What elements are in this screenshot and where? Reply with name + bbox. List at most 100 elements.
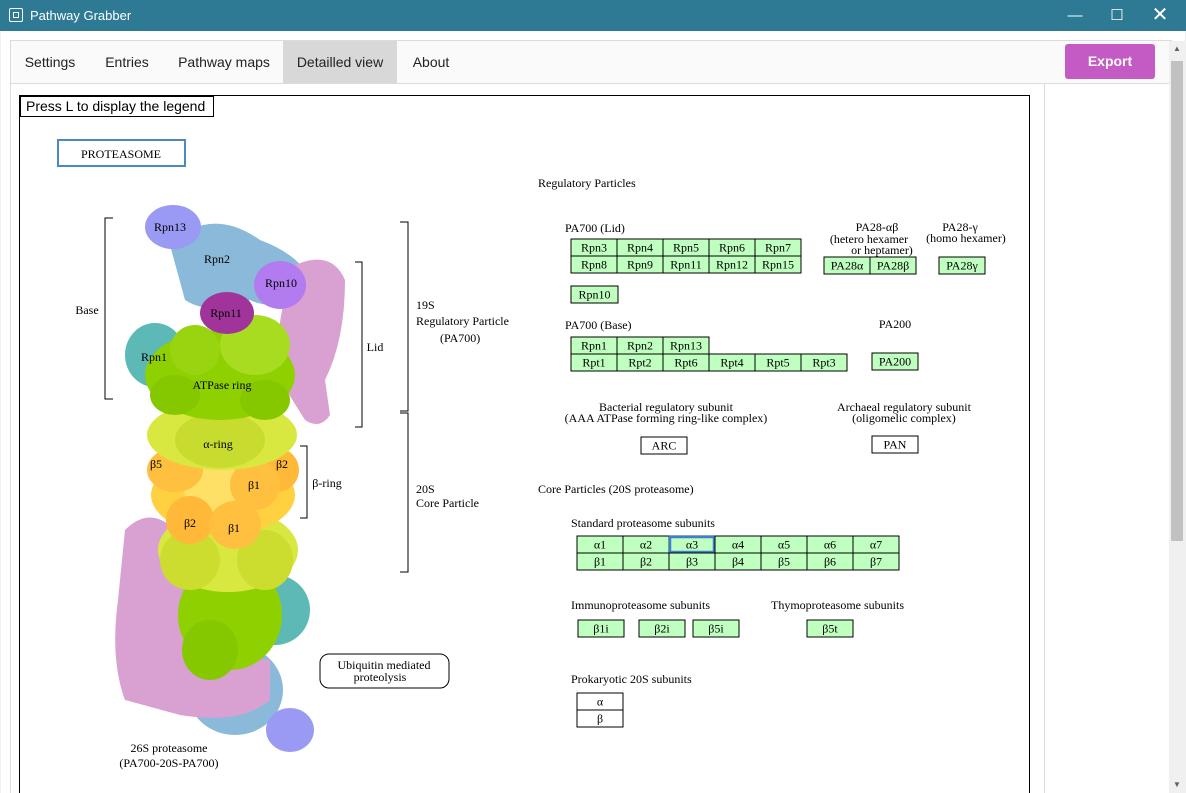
beta2-lower-label: β2 — [184, 516, 196, 530]
figure-brackets — [104, 217, 409, 573]
bacterial-subunit-subtitle: (AAA ATPase forming ring-like complex) — [565, 411, 768, 425]
gene-label: Rpn5 — [673, 241, 699, 255]
gene-label: PA200 — [879, 355, 911, 369]
title-bar: Pathway Grabber — ☐ ✕ — [0, 0, 1186, 31]
gene-box[interactable] — [576, 709, 624, 728]
pa28ab-subtitle-2: or heptamer) — [851, 243, 913, 257]
gene-box[interactable] — [852, 552, 900, 571]
pathway-title: PROTEASOME — [81, 147, 161, 161]
gene-boxes[interactable]: Rpn3 Rpn4 Rpn5 Rpn6 Rpn7 Rpn8 Rpn9 Rpn11 Rpn12 Rp… — [570, 238, 986, 728]
gene-label: β6 — [824, 555, 836, 569]
gene-label: PAN — [884, 438, 907, 452]
regulatory-particle-name-label: Regulatory Particle — [416, 314, 509, 328]
rpn13-label: Rpn13 — [154, 220, 186, 234]
gene-box[interactable] — [640, 436, 688, 455]
gene-label: Rpn6 — [719, 241, 745, 255]
alpha-ring-label: α-ring — [203, 437, 233, 451]
gene-box[interactable] — [869, 256, 917, 275]
gene-box[interactable] — [577, 619, 625, 638]
archaeal-subunit-label: Archaeal regulatory subunit — [837, 400, 972, 414]
pa28ab-label: PA28-αβ — [856, 220, 899, 234]
content-frame — [10, 84, 1172, 793]
ubiquitin-link-line1: Ubiquitin mediated — [338, 658, 431, 672]
core-particles-heading: Core Particles (20S proteasome) — [538, 482, 694, 496]
gene-label: Rpt6 — [674, 356, 697, 370]
gene-label: β1i — [593, 622, 609, 636]
gene-box[interactable] — [638, 619, 686, 638]
export-button[interactable]: Export — [1065, 44, 1155, 79]
tab-pathway-maps[interactable]: Pathway maps — [178, 54, 270, 70]
tab-entries[interactable]: Entries — [105, 54, 149, 70]
gene-label: Rpn1 — [581, 339, 607, 353]
gene-label: Rpn2 — [627, 339, 653, 353]
selected-gene-highlight — [668, 535, 716, 554]
gene-label: α4 — [732, 538, 744, 552]
rpn1-label: Rpn1 — [141, 350, 167, 364]
gene-label: β — [597, 712, 603, 726]
gene-label: β2 — [640, 555, 652, 569]
rpn2-label: Rpn2 — [204, 252, 230, 266]
gene-label: Rpn9 — [627, 258, 653, 272]
scroll-up-arrow-icon[interactable]: ▲ — [1173, 44, 1181, 53]
regulatory-particle-pa700-label: (PA700) — [440, 331, 480, 345]
legend-hint: Press L to display the legend — [20, 96, 214, 117]
bacterial-subunit-label: Bacterial regulatory subunit — [599, 400, 734, 414]
vertical-scrollbar[interactable]: ▲ ▼ — [1169, 41, 1185, 793]
close-button[interactable]: ✕ — [1151, 4, 1169, 26]
pa700-lid-label: PA700 (Lid) — [565, 221, 625, 235]
gene-label: α3 — [686, 538, 698, 552]
lid-label: Lid — [367, 340, 384, 354]
gene-label: β5i — [708, 622, 724, 636]
gene-label: Rpt5 — [766, 356, 789, 370]
gene-label: Rpn13 — [670, 339, 702, 353]
maximize-button[interactable]: ☐ — [1110, 7, 1124, 24]
gene-label: α1 — [594, 538, 606, 552]
gene-box[interactable] — [800, 353, 848, 372]
gene-label: Rpn12 — [716, 258, 748, 272]
gene-box[interactable] — [806, 619, 854, 638]
tab-settings[interactable]: Settings — [24, 54, 76, 70]
scroll-down-arrow-icon[interactable]: ▼ — [1173, 780, 1181, 789]
gene-box[interactable] — [692, 619, 740, 638]
pa28ab-subtitle: (hetero hexamer — [830, 232, 908, 246]
gene-box[interactable] — [871, 435, 919, 454]
regulatory-particles-heading: Regulatory Particles — [538, 176, 636, 190]
thymoproteasome-label: Thymoproteasome subunits — [771, 598, 904, 612]
core-particle-name-label: Core Particle — [416, 496, 479, 510]
pa28g-subtitle: (homo hexamer) — [926, 231, 1006, 245]
gene-box[interactable] — [871, 352, 919, 371]
beta5-label: β5 — [150, 457, 162, 471]
beta2-label: β2 — [276, 457, 288, 471]
figure-caption: 26S proteasome — [131, 741, 208, 755]
tab-detailed-view[interactable]: Detailled view — [283, 41, 397, 83]
tab-bar — [10, 40, 1172, 84]
prokaryotic-subunits-label: Prokaryotic 20S subunits — [571, 672, 692, 686]
gene-box[interactable] — [754, 255, 802, 274]
scrollbar-thumb[interactable] — [1171, 61, 1183, 541]
gene-label: PA28γ — [946, 259, 978, 273]
gene-label: β5 — [778, 555, 790, 569]
gene-label: ARC — [652, 439, 677, 453]
gene-label: Rpn15 — [762, 258, 794, 272]
tab-about[interactable]: About — [412, 54, 450, 70]
gene-label: β3 — [686, 555, 698, 569]
gene-label: Rpn4 — [627, 241, 653, 255]
app-grid-icon — [9, 8, 23, 22]
rpn10-label: Rpn10 — [265, 276, 297, 290]
pathway-title-box[interactable] — [57, 139, 186, 167]
gene-box[interactable] — [938, 256, 986, 275]
gene-label: Rpn7 — [765, 241, 791, 255]
gene-label: α7 — [870, 538, 882, 552]
ubiquitin-link-line2: proteolysis — [354, 670, 407, 684]
minimize-button[interactable]: — — [1067, 7, 1083, 24]
gene-label: Rpn8 — [581, 258, 607, 272]
gene-box[interactable] — [570, 285, 619, 304]
gene-label: β5t — [822, 622, 838, 636]
gene-label: α — [597, 695, 604, 709]
gene-label: α5 — [778, 538, 790, 552]
gene-label: Rpn3 — [581, 241, 607, 255]
ubiquitin-pathway-link[interactable] — [319, 653, 450, 689]
window-title: Pathway Grabber — [30, 8, 132, 23]
gene-label: Rpt3 — [812, 356, 835, 370]
pa200-label: PA200 — [879, 317, 911, 331]
